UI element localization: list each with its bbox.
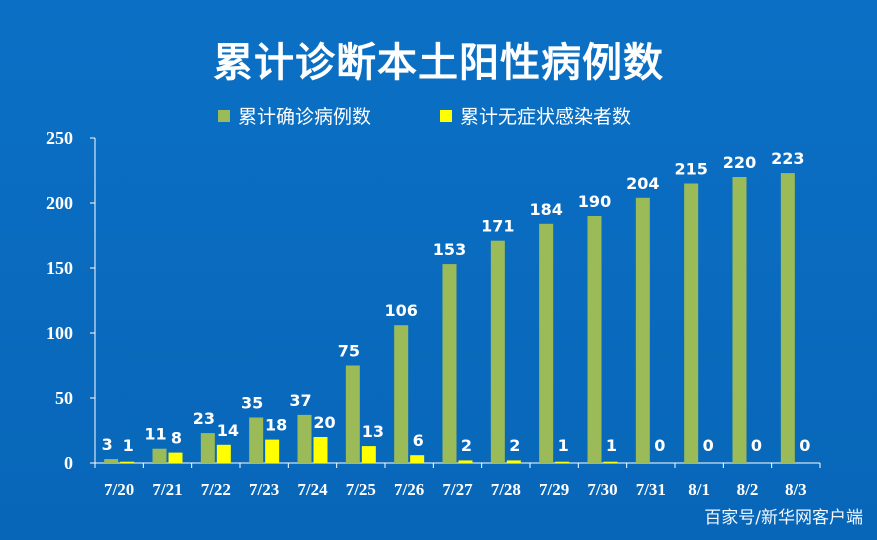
data-label-asymptomatic: 13 [362,422,384,441]
bar-confirmed [442,264,457,463]
bar-confirmed [635,197,650,464]
data-label-confirmed: 75 [338,342,360,361]
bar-confirmed [200,433,215,463]
bar-confirmed [539,223,554,463]
bar-confirmed [152,448,167,463]
bar-confirmed [732,177,747,463]
x-tick-label: 7/23 [249,480,279,499]
bar-asymptomatic [120,461,135,463]
data-label-asymptomatic: 0 [799,436,810,455]
legend-label-confirmed: 累计确诊病例数 [238,106,372,128]
bar-confirmed [297,414,312,463]
data-label-confirmed: 204 [626,174,659,193]
legend-label-asymptomatic: 累计无症状感染者数 [460,106,632,128]
bar-asymptomatic [168,452,183,463]
x-tick-label: 7/25 [346,480,376,499]
data-label-asymptomatic: 0 [751,436,762,455]
x-tick-label: 7/30 [587,480,617,499]
x-tick-label: 7/29 [539,480,569,499]
data-label-asymptomatic: 0 [654,436,665,455]
bar-confirmed [249,417,264,463]
y-tick-label: 100 [46,323,73,343]
legend-item-asymptomatic: 累计无症状感染者数 [440,102,631,129]
legend-swatch-asymptomatic [440,109,452,122]
x-tick-label: 8/1 [688,480,710,499]
bar-asymptomatic [361,446,376,463]
bar-asymptomatic [555,461,570,463]
data-label-confirmed: 11 [144,425,166,444]
x-tick-label: 8/2 [737,480,759,499]
bar-confirmed [684,183,699,463]
bar-asymptomatic [265,439,280,463]
data-label-asymptomatic: 1 [606,436,617,455]
data-label-asymptomatic: 1 [558,436,569,455]
bar-confirmed [345,365,360,463]
data-label-confirmed: 106 [384,301,417,320]
data-label-asymptomatic: 20 [313,413,335,432]
bar-asymptomatic [506,460,521,463]
x-tick-label: 7/24 [297,480,328,499]
legend: 累计确诊病例数 累计无症状感染者数 [0,102,877,132]
bar-confirmed [490,240,505,463]
y-tick-label: 200 [46,193,73,213]
y-tick-label: 150 [46,258,73,278]
bar-confirmed [104,459,119,463]
x-tick-label: 7/28 [491,480,521,499]
data-label-confirmed: 220 [723,153,756,172]
data-label-confirmed: 153 [433,240,466,259]
x-tick-label: 7/22 [201,480,231,499]
bar-asymptomatic [313,437,328,463]
bar-asymptomatic [603,461,618,463]
y-tick-label: 0 [64,453,73,473]
data-label-asymptomatic: 8 [171,429,182,448]
bar-confirmed [587,216,602,463]
x-tick-label: 8/3 [785,480,807,499]
y-tick-label: 250 [46,128,73,148]
data-label-confirmed: 190 [578,192,611,211]
data-label-confirmed: 23 [193,409,215,428]
data-label-confirmed: 215 [674,160,707,179]
data-label-asymptomatic: 6 [413,431,424,450]
x-tick-label: 7/27 [442,480,473,499]
data-label-asymptomatic: 2 [509,436,520,455]
x-tick-label: 7/20 [104,480,134,499]
data-label-asymptomatic: 2 [461,436,472,455]
x-tick-label: 7/21 [152,480,182,499]
bar-asymptomatic [216,444,231,463]
y-tick-label: 50 [55,388,73,408]
x-tick-label: 7/26 [394,480,424,499]
data-label-asymptomatic: 14 [217,421,239,440]
data-label-asymptomatic: 18 [265,416,287,435]
bar-confirmed [394,325,409,463]
x-tick-label: 7/31 [636,480,666,499]
data-label-confirmed: 37 [289,391,311,410]
data-label-confirmed: 223 [771,149,804,168]
bar-asymptomatic [458,460,473,463]
bar-confirmed [780,173,795,463]
legend-item-confirmed: 累计确诊病例数 [218,102,371,129]
bar-asymptomatic [410,455,425,463]
data-label-asymptomatic: 0 [703,436,714,455]
data-label-confirmed: 184 [529,200,562,219]
data-label-confirmed: 171 [481,217,514,236]
data-label-asymptomatic: 1 [123,436,134,455]
legend-swatch-confirmed [218,109,230,122]
data-label-confirmed: 35 [241,394,263,413]
watermark: 百家号/新华网客户端 [704,508,863,528]
data-label-confirmed: 3 [102,435,113,454]
chart-title: 累计诊断本土阳性病例数 [213,40,664,86]
